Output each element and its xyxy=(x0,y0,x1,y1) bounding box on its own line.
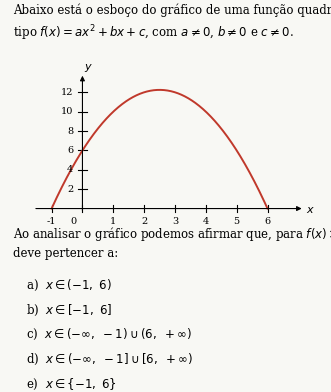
Text: d)  $x \in (-\infty,\ -1] \cup [6,\ +\infty)$: d) $x \in (-\infty,\ -1] \cup [6,\ +\inf… xyxy=(25,352,192,367)
Text: a)  $x \in (-1,\ 6)$: a) $x \in (-1,\ 6)$ xyxy=(25,278,111,293)
Text: 5: 5 xyxy=(234,217,240,226)
Text: 2: 2 xyxy=(67,185,73,194)
Text: 4: 4 xyxy=(203,217,209,226)
Text: 0: 0 xyxy=(71,217,77,226)
Text: 6: 6 xyxy=(67,146,73,155)
Text: Ao analisar o gráfico podemos afirmar que, para $f(x) > 0$, $x$
deve pertencer a: Ao analisar o gráfico podemos afirmar qu… xyxy=(13,225,331,260)
Text: Abaixo está o esboço do gráfico de uma função quadrática do
tipo $f(x) = ax^2 + : Abaixo está o esboço do gráfico de uma f… xyxy=(13,4,331,43)
Text: -1: -1 xyxy=(47,217,56,226)
Text: $x$: $x$ xyxy=(306,205,315,214)
Text: c)  $x \in (-\infty,\ -1) \cup (6,\ +\infty)$: c) $x \in (-\infty,\ -1) \cup (6,\ +\inf… xyxy=(25,327,191,343)
Text: 8: 8 xyxy=(67,127,73,136)
Text: e)  $x \in \{-1,\ 6\}$: e) $x \in \{-1,\ 6\}$ xyxy=(25,377,117,392)
Text: 3: 3 xyxy=(172,217,178,226)
Text: 12: 12 xyxy=(61,88,73,97)
Text: 1: 1 xyxy=(110,217,117,226)
Text: b)  $x \in [-1,\ 6]$: b) $x \in [-1,\ 6]$ xyxy=(25,303,112,318)
Text: 6: 6 xyxy=(264,217,270,226)
Text: $y$: $y$ xyxy=(83,62,92,74)
Text: 2: 2 xyxy=(141,217,147,226)
Text: 4: 4 xyxy=(67,165,73,174)
Text: 10: 10 xyxy=(61,107,73,116)
